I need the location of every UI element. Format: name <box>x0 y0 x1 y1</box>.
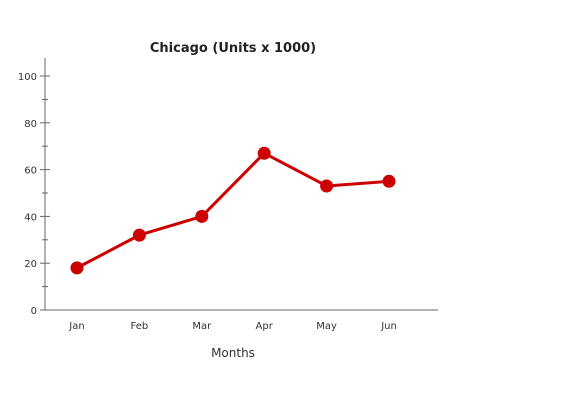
y-axis: 0 20 40 60 80 100 <box>18 58 50 317</box>
x-tick-label: Mar <box>192 321 212 332</box>
y-tick-label: 20 <box>24 259 37 270</box>
series-layer <box>70 146 396 275</box>
data-point <box>320 179 334 193</box>
x-tick-label: Jun <box>380 321 397 332</box>
y-tick-label: 40 <box>24 212 37 223</box>
y-tick-label: 60 <box>24 166 37 177</box>
data-point <box>195 209 209 223</box>
y-tick-label: 0 <box>31 306 37 317</box>
chart-title: Chicago (Units x 1000) <box>150 41 316 56</box>
series-line <box>75 151 391 270</box>
x-axis: Jan Feb Mar Apr May Jun <box>45 309 438 332</box>
x-axis-label: Months <box>211 346 255 360</box>
x-tick-label: May <box>316 321 337 332</box>
x-tick-label: Apr <box>256 321 274 332</box>
data-point <box>132 228 146 242</box>
x-tick-label: Feb <box>131 321 149 332</box>
data-point <box>382 174 396 188</box>
y-tick-label: 80 <box>24 119 37 130</box>
y-tick-label: 100 <box>18 72 37 83</box>
data-point <box>257 146 271 160</box>
x-tick-label: Jan <box>68 321 84 332</box>
data-point <box>70 261 84 275</box>
